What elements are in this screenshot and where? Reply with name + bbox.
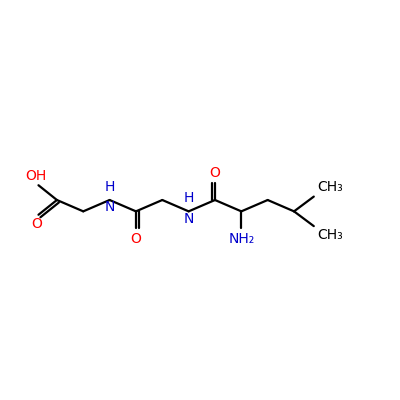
- Text: H: H: [104, 180, 115, 194]
- Text: O: O: [31, 218, 42, 232]
- Text: NH₂: NH₂: [228, 232, 254, 246]
- Text: CH₃: CH₃: [317, 180, 343, 194]
- Text: OH: OH: [26, 168, 47, 182]
- Text: CH₃: CH₃: [317, 228, 343, 242]
- Text: H: H: [184, 191, 194, 205]
- Text: O: O: [210, 166, 220, 180]
- Text: O: O: [130, 232, 141, 246]
- Text: N: N: [184, 212, 194, 226]
- Text: N: N: [104, 200, 115, 214]
